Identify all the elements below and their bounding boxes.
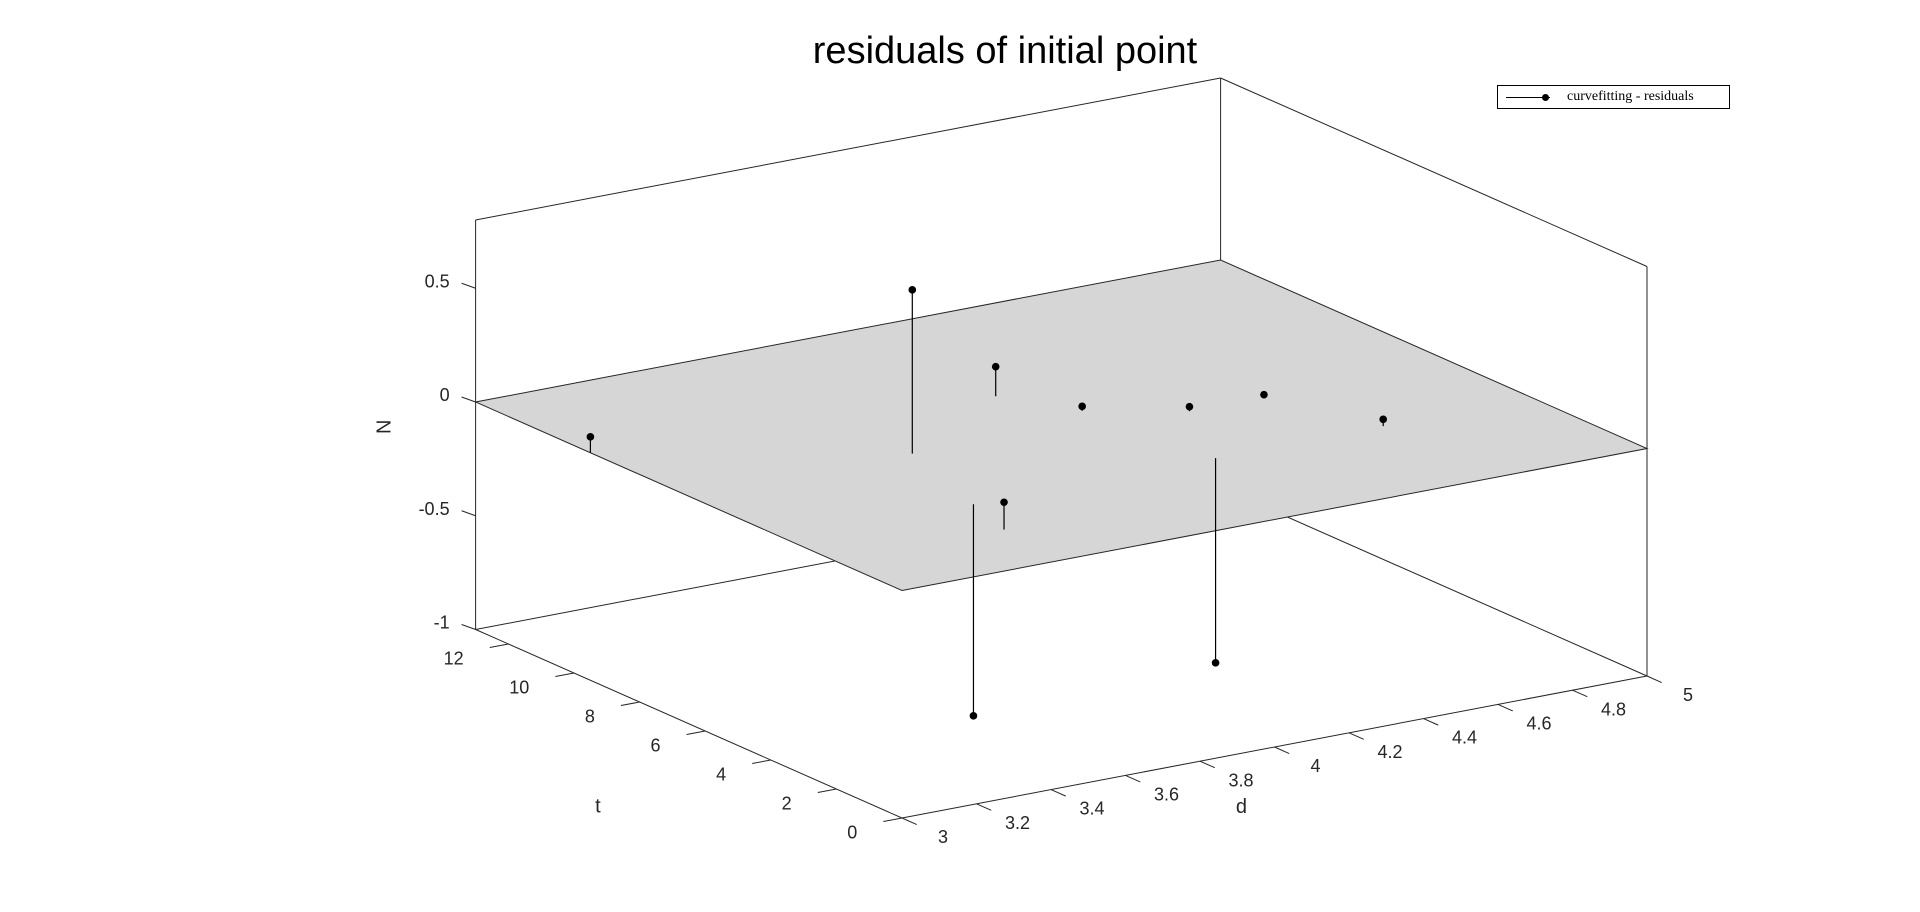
tick-label-t: 2 bbox=[782, 794, 792, 814]
axis-label-d: d bbox=[1236, 796, 1247, 818]
tick-mark-d bbox=[1423, 718, 1439, 726]
legend[interactable]: curvefitting - residuals bbox=[1497, 85, 1730, 109]
residual-point[interactable] bbox=[908, 286, 917, 294]
tick-mark-t bbox=[817, 788, 837, 794]
tick-mark-n bbox=[461, 396, 476, 403]
tick-label-t: 0 bbox=[847, 823, 857, 843]
tick-mark-t bbox=[489, 643, 509, 649]
tick-mark-n bbox=[461, 624, 476, 630]
tick-label-d: 4.4 bbox=[1452, 728, 1477, 748]
legend-dot-marker bbox=[1542, 94, 1549, 101]
residual-point[interactable] bbox=[991, 362, 1000, 371]
residual-point[interactable] bbox=[1260, 390, 1268, 399]
tick-label-d: 5 bbox=[1683, 685, 1693, 705]
residual-point[interactable] bbox=[1379, 415, 1387, 424]
tick-label-t: 6 bbox=[650, 736, 660, 756]
tick-label-n: -1 bbox=[434, 613, 450, 633]
tick-mark-n bbox=[461, 282, 476, 289]
tick-mark-d bbox=[1125, 774, 1141, 783]
tick-label-t: 10 bbox=[509, 678, 529, 698]
tick-mark-t bbox=[555, 672, 575, 678]
tick-mark-t bbox=[883, 817, 903, 823]
box-edge-back-top bbox=[475, 77, 1221, 221]
tick-mark-d bbox=[1274, 746, 1290, 754]
tick-label-d: 3.6 bbox=[1154, 785, 1179, 805]
residual-point[interactable] bbox=[1000, 498, 1008, 507]
tick-mark-d bbox=[901, 817, 917, 825]
tick-label-n: -0.5 bbox=[419, 499, 450, 519]
tick-mark-d bbox=[1572, 689, 1588, 698]
residual-point[interactable] bbox=[1211, 659, 1220, 667]
axis-label-t: t bbox=[595, 796, 601, 818]
tick-label-d: 4 bbox=[1310, 756, 1320, 776]
residual-point[interactable] bbox=[586, 433, 595, 441]
tick-label-t: 4 bbox=[716, 765, 726, 785]
tick-label-n: 0.5 bbox=[425, 271, 450, 291]
tick-mark-d bbox=[1199, 760, 1215, 769]
tick-label-d: 4.2 bbox=[1377, 742, 1402, 762]
residual-point[interactable] bbox=[1185, 402, 1194, 411]
tick-mark-t bbox=[752, 759, 771, 765]
tick-label-d: 3.8 bbox=[1228, 770, 1253, 790]
tick-mark-t bbox=[686, 730, 706, 736]
box-edge-right-top bbox=[1220, 77, 1648, 267]
residual-point[interactable] bbox=[1078, 402, 1086, 411]
box-edge-right-floor bbox=[1220, 487, 1648, 677]
tick-mark-t bbox=[620, 701, 640, 707]
tick-label-t: 12 bbox=[444, 649, 464, 669]
tick-mark-n bbox=[461, 510, 476, 517]
residual-point[interactable] bbox=[969, 712, 978, 720]
tick-label-d: 3.2 bbox=[1005, 813, 1030, 833]
chart-title: residuals of initial point bbox=[812, 30, 1198, 72]
tick-mark-d bbox=[976, 803, 992, 811]
tick-mark-d bbox=[1348, 732, 1364, 740]
residual-surface-plane bbox=[473, 259, 1649, 592]
tick-label-n: 0 bbox=[440, 385, 450, 405]
legend-line-marker bbox=[1506, 97, 1550, 98]
legend-entry-label: curvefitting - residuals bbox=[1567, 89, 1694, 104]
axis-t-line bbox=[475, 629, 903, 819]
tick-mark-d bbox=[1050, 789, 1066, 797]
tick-label-d: 4.6 bbox=[1526, 714, 1551, 734]
axis-label-n: N bbox=[374, 420, 396, 434]
tick-label-t: 8 bbox=[585, 707, 595, 727]
tick-mark-d bbox=[1497, 703, 1513, 712]
tick-mark-d bbox=[1646, 675, 1662, 683]
tick-label-d: 3 bbox=[938, 827, 948, 847]
tick-label-d: 3.4 bbox=[1079, 799, 1104, 819]
tick-label-d: 4.8 bbox=[1601, 699, 1626, 719]
